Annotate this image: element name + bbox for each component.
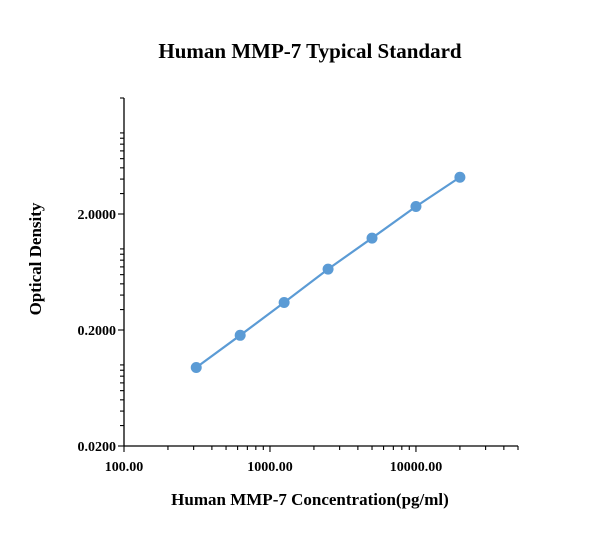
y-tick-label: 0.2000 [78,324,117,339]
x-tick-label: 1000.00 [247,460,293,475]
x-tick-label: 10000.00 [390,460,443,475]
data-point [190,362,202,374]
chart-title: Human MMP-7 Typical Standard [158,39,461,63]
data-point [278,297,290,309]
y-axis-label: Optical Density [26,202,45,315]
data-point [454,171,466,183]
series-layer [190,171,466,374]
data-point [234,329,246,341]
x-tick-label: 100.00 [105,460,144,475]
data-point [322,263,334,275]
data-point [366,232,378,244]
y-tick-label: 0.0200 [78,440,117,455]
x-axis-label: Human MMP-7 Concentration(pg/ml) [171,490,449,509]
data-point [410,201,422,213]
ticks-layer: 100.00 1000.00 10000.00 0.0200 0.2000 2.0000 [78,97,519,475]
y-tick-label: 2.0000 [78,208,117,223]
